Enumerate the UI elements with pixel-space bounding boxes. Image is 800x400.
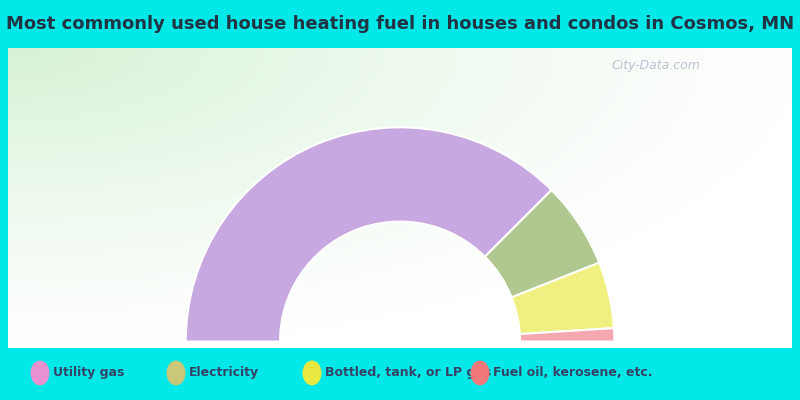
Wedge shape — [186, 127, 551, 342]
Text: Electricity: Electricity — [189, 366, 259, 380]
Wedge shape — [520, 328, 614, 342]
Text: Most commonly used house heating fuel in houses and condos in Cosmos, MN: Most commonly used house heating fuel in… — [6, 15, 794, 33]
Ellipse shape — [31, 361, 49, 385]
Wedge shape — [485, 190, 599, 297]
Ellipse shape — [167, 361, 185, 385]
Ellipse shape — [303, 361, 321, 385]
Text: Fuel oil, kerosene, etc.: Fuel oil, kerosene, etc. — [493, 366, 652, 380]
Text: Bottled, tank, or LP gas: Bottled, tank, or LP gas — [325, 366, 491, 380]
Ellipse shape — [471, 361, 489, 385]
Text: City-Data.com: City-Data.com — [611, 59, 700, 72]
Wedge shape — [511, 263, 614, 334]
Text: Utility gas: Utility gas — [53, 366, 124, 380]
